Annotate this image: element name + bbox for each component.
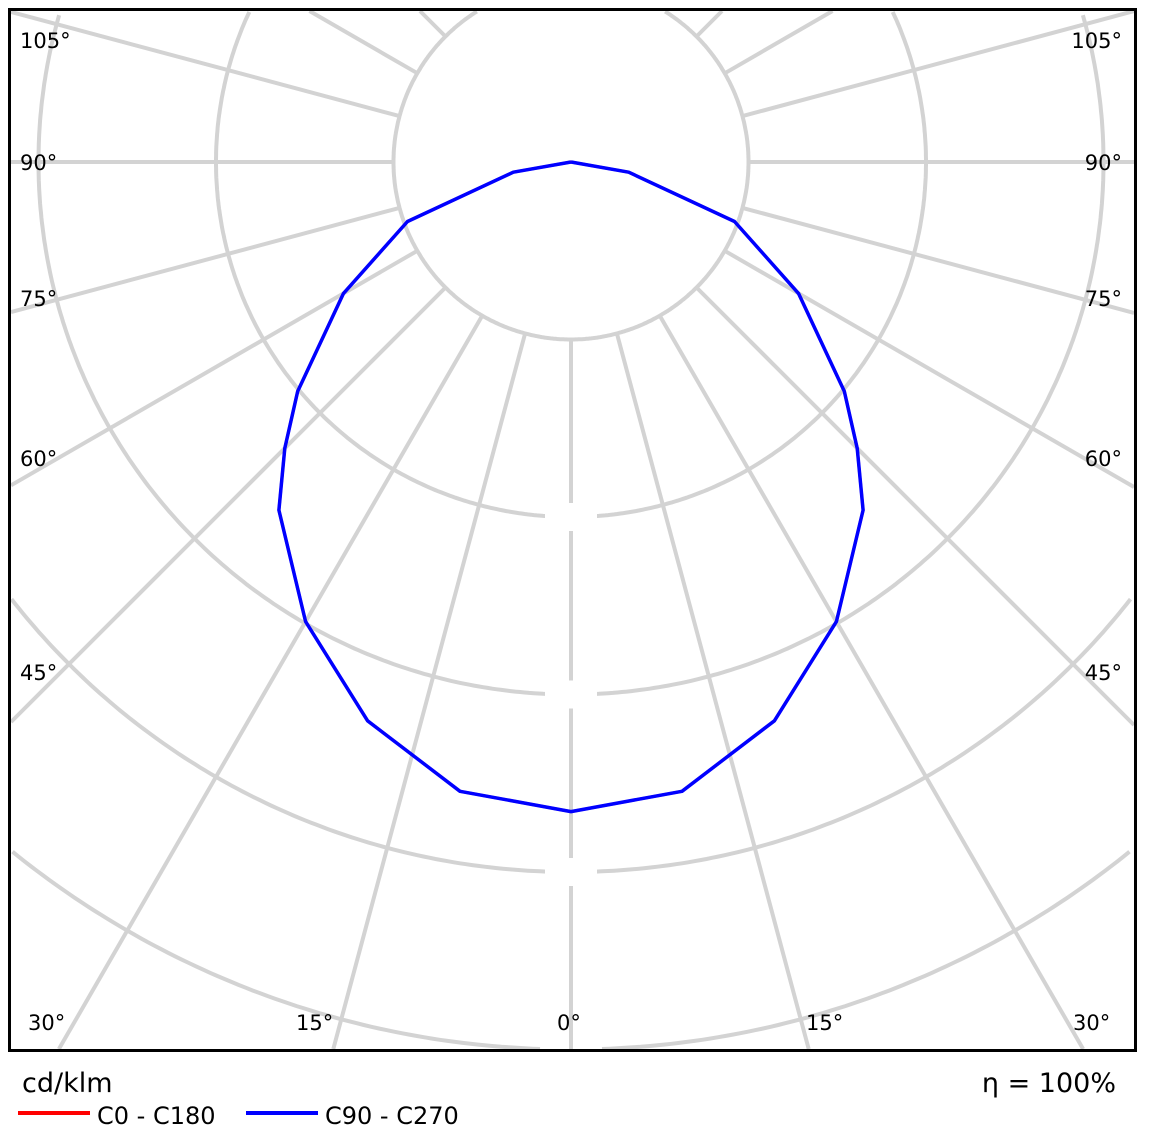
curves	[277, 160, 865, 814]
grid-ring	[214, 11, 928, 519]
angle-label-left-45: 45°	[20, 661, 57, 685]
radial-label-gap	[545, 503, 597, 531]
grid-spoke	[695, 9, 724, 38]
plot-frame	[8, 8, 1137, 1052]
angle-label-bottom-30-right: 30°	[1073, 1011, 1110, 1035]
angle-label-right-45: 45°	[1085, 661, 1122, 685]
grid-spoke	[9, 286, 447, 724]
grid-spoke	[10, 249, 419, 488]
angle-label-left-105: 105°	[20, 29, 71, 53]
angle-label-left-75: 75°	[20, 287, 57, 311]
grid-ring	[11, 850, 1131, 1051]
grid-spoke	[695, 286, 1136, 727]
radial-label-gap	[545, 858, 597, 886]
grid-spoke	[614, 332, 811, 1050]
grid-spoke	[723, 249, 1135, 489]
series-curve-c90-c270	[277, 160, 865, 814]
angle-label-left-60: 60°	[20, 447, 57, 471]
grid-ring	[36, 14, 1106, 697]
grid-spoke	[308, 9, 419, 75]
grid-spoke	[741, 9, 1135, 119]
unit-label: cd/klm	[22, 1068, 113, 1099]
grid-spoke	[57, 314, 484, 1050]
grid-spoke	[331, 332, 528, 1050]
grid-ring	[391, 9, 751, 342]
polar-grid	[9, 9, 1136, 1051]
grid-spoke	[741, 205, 1135, 315]
angle-label-right-105: 105°	[1071, 29, 1122, 53]
grid-spoke	[10, 9, 401, 119]
grid-spoke	[10, 205, 401, 315]
grid-spoke	[723, 9, 834, 76]
angle-label-right-90: 90°	[1085, 151, 1122, 175]
grid-spoke	[658, 314, 1085, 1050]
angle-label-bottom-15-right: 15°	[806, 1011, 843, 1035]
angle-label-bottom-15-left: 15°	[296, 1011, 333, 1035]
efficiency-label: η = 100%	[982, 1068, 1116, 1099]
angle-label-bottom-0: 0°	[557, 1011, 581, 1035]
angle-label-left-90: 90°	[20, 151, 57, 175]
angle-label-bottom-30-left: 30°	[28, 1011, 65, 1035]
legend-label-c90-c270: C90 - C270	[325, 1102, 459, 1130]
angle-label-right-75: 75°	[1085, 287, 1122, 311]
grid-spoke	[418, 9, 447, 38]
legend-label-c0-c180: C0 - C180	[97, 1102, 216, 1130]
angle-label-right-60: 60°	[1085, 447, 1122, 471]
radial-label-gap	[545, 680, 597, 709]
